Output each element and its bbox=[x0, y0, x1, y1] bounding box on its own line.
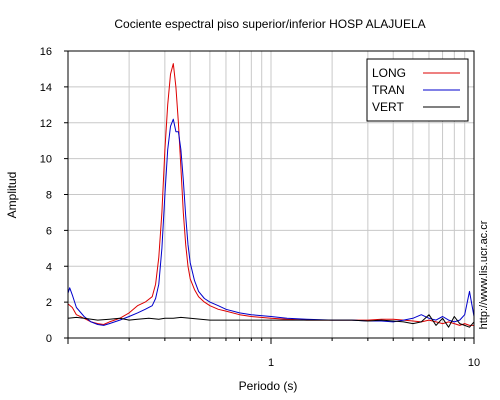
y-tick-label: 16 bbox=[40, 46, 52, 58]
y-tick-label: 6 bbox=[46, 225, 52, 237]
legend-label-tran: TRAN bbox=[372, 83, 405, 97]
legend: LONG TRAN VERT bbox=[366, 58, 469, 122]
y-tick-label: 8 bbox=[46, 190, 52, 202]
y-tick-label: 0 bbox=[46, 333, 52, 345]
y-tick-label: 14 bbox=[40, 82, 52, 94]
series-line-tran bbox=[67, 118, 475, 326]
x-tick-label: 1 bbox=[268, 357, 274, 369]
y-tick-label: 12 bbox=[40, 118, 52, 130]
y-axis: 0 2 4 6 8 10 12 14 16 bbox=[40, 46, 68, 345]
series-line-vert bbox=[67, 314, 475, 328]
x-tick-label: 10 bbox=[468, 357, 480, 369]
y-axis-label: Amplitud bbox=[5, 172, 19, 219]
chart-title: Cociente espectral piso superior/inferio… bbox=[114, 17, 425, 31]
legend-label-long: LONG bbox=[372, 66, 406, 80]
y-tick-label: 4 bbox=[46, 261, 52, 273]
x-axis: 1 10 bbox=[67, 338, 480, 369]
side-url-note: http://www.lis.ucr.ac.cr bbox=[478, 220, 490, 329]
x-axis-label: Periodo (s) bbox=[239, 379, 298, 393]
y-tick-label: 2 bbox=[46, 297, 52, 309]
legend-label-vert: VERT bbox=[372, 100, 404, 114]
y-tick-label: 10 bbox=[40, 154, 52, 166]
